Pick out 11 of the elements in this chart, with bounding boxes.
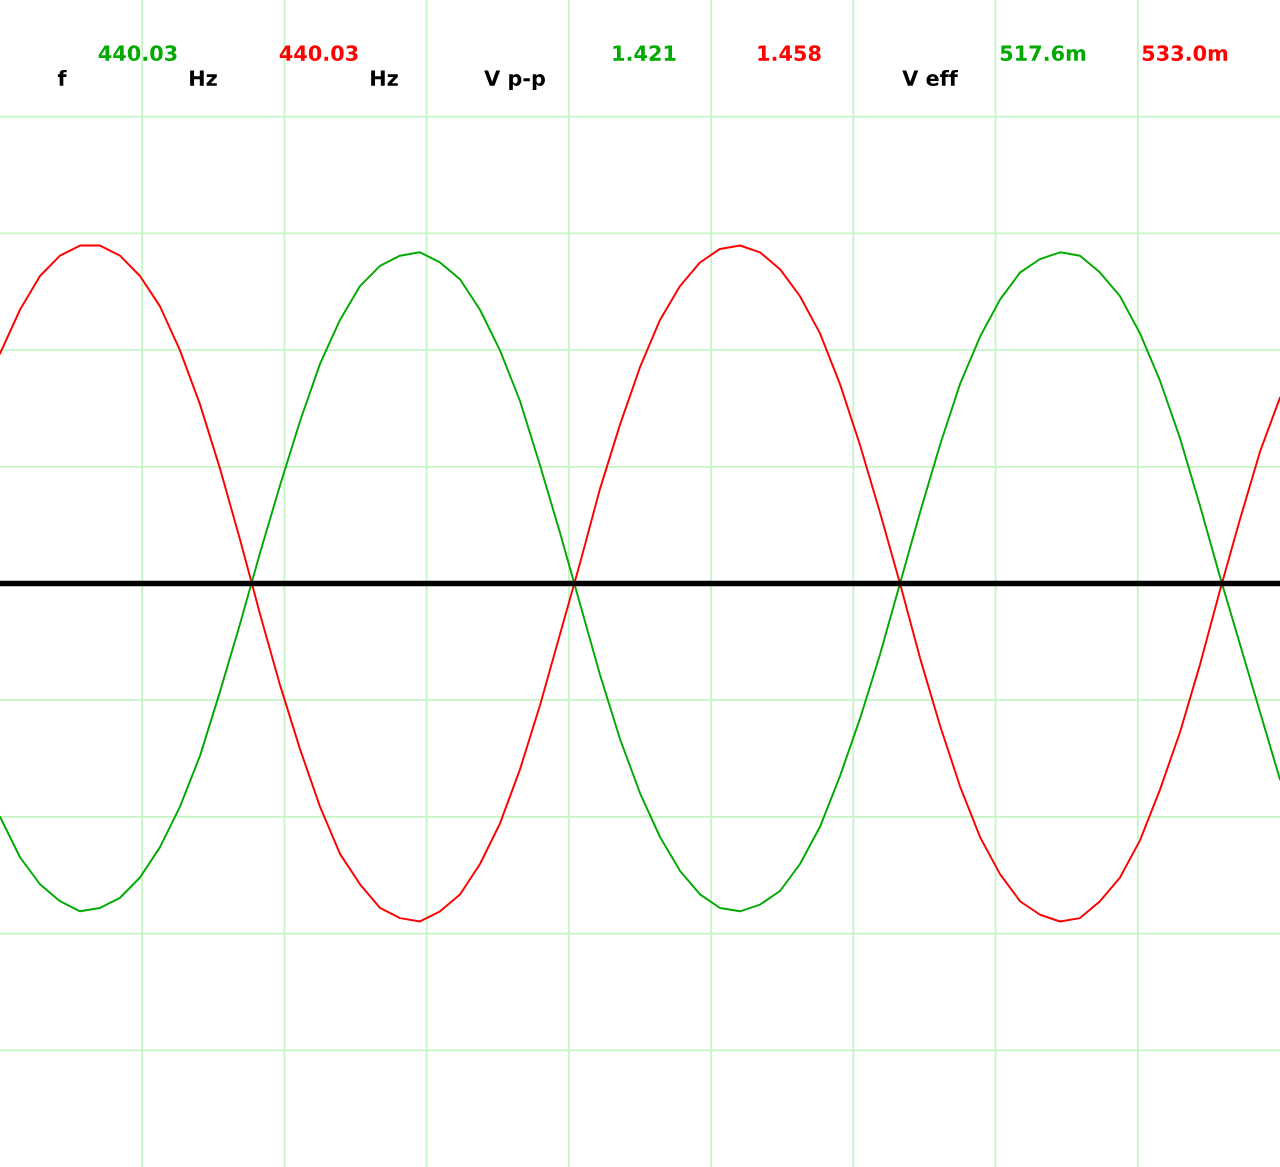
text: V eff bbox=[902, 69, 958, 87]
text: 1.458 bbox=[758, 45, 821, 62]
text: Hz bbox=[371, 70, 398, 86]
text: Hz bbox=[190, 70, 217, 86]
text: 440.03 bbox=[279, 45, 358, 62]
text: 1.421 bbox=[613, 45, 676, 61]
text: f bbox=[57, 69, 67, 86]
text: 533.0m bbox=[1142, 45, 1228, 62]
text: 440.03 bbox=[98, 45, 177, 62]
text: 517.6m bbox=[1000, 45, 1086, 62]
text: V p-p bbox=[484, 70, 545, 91]
